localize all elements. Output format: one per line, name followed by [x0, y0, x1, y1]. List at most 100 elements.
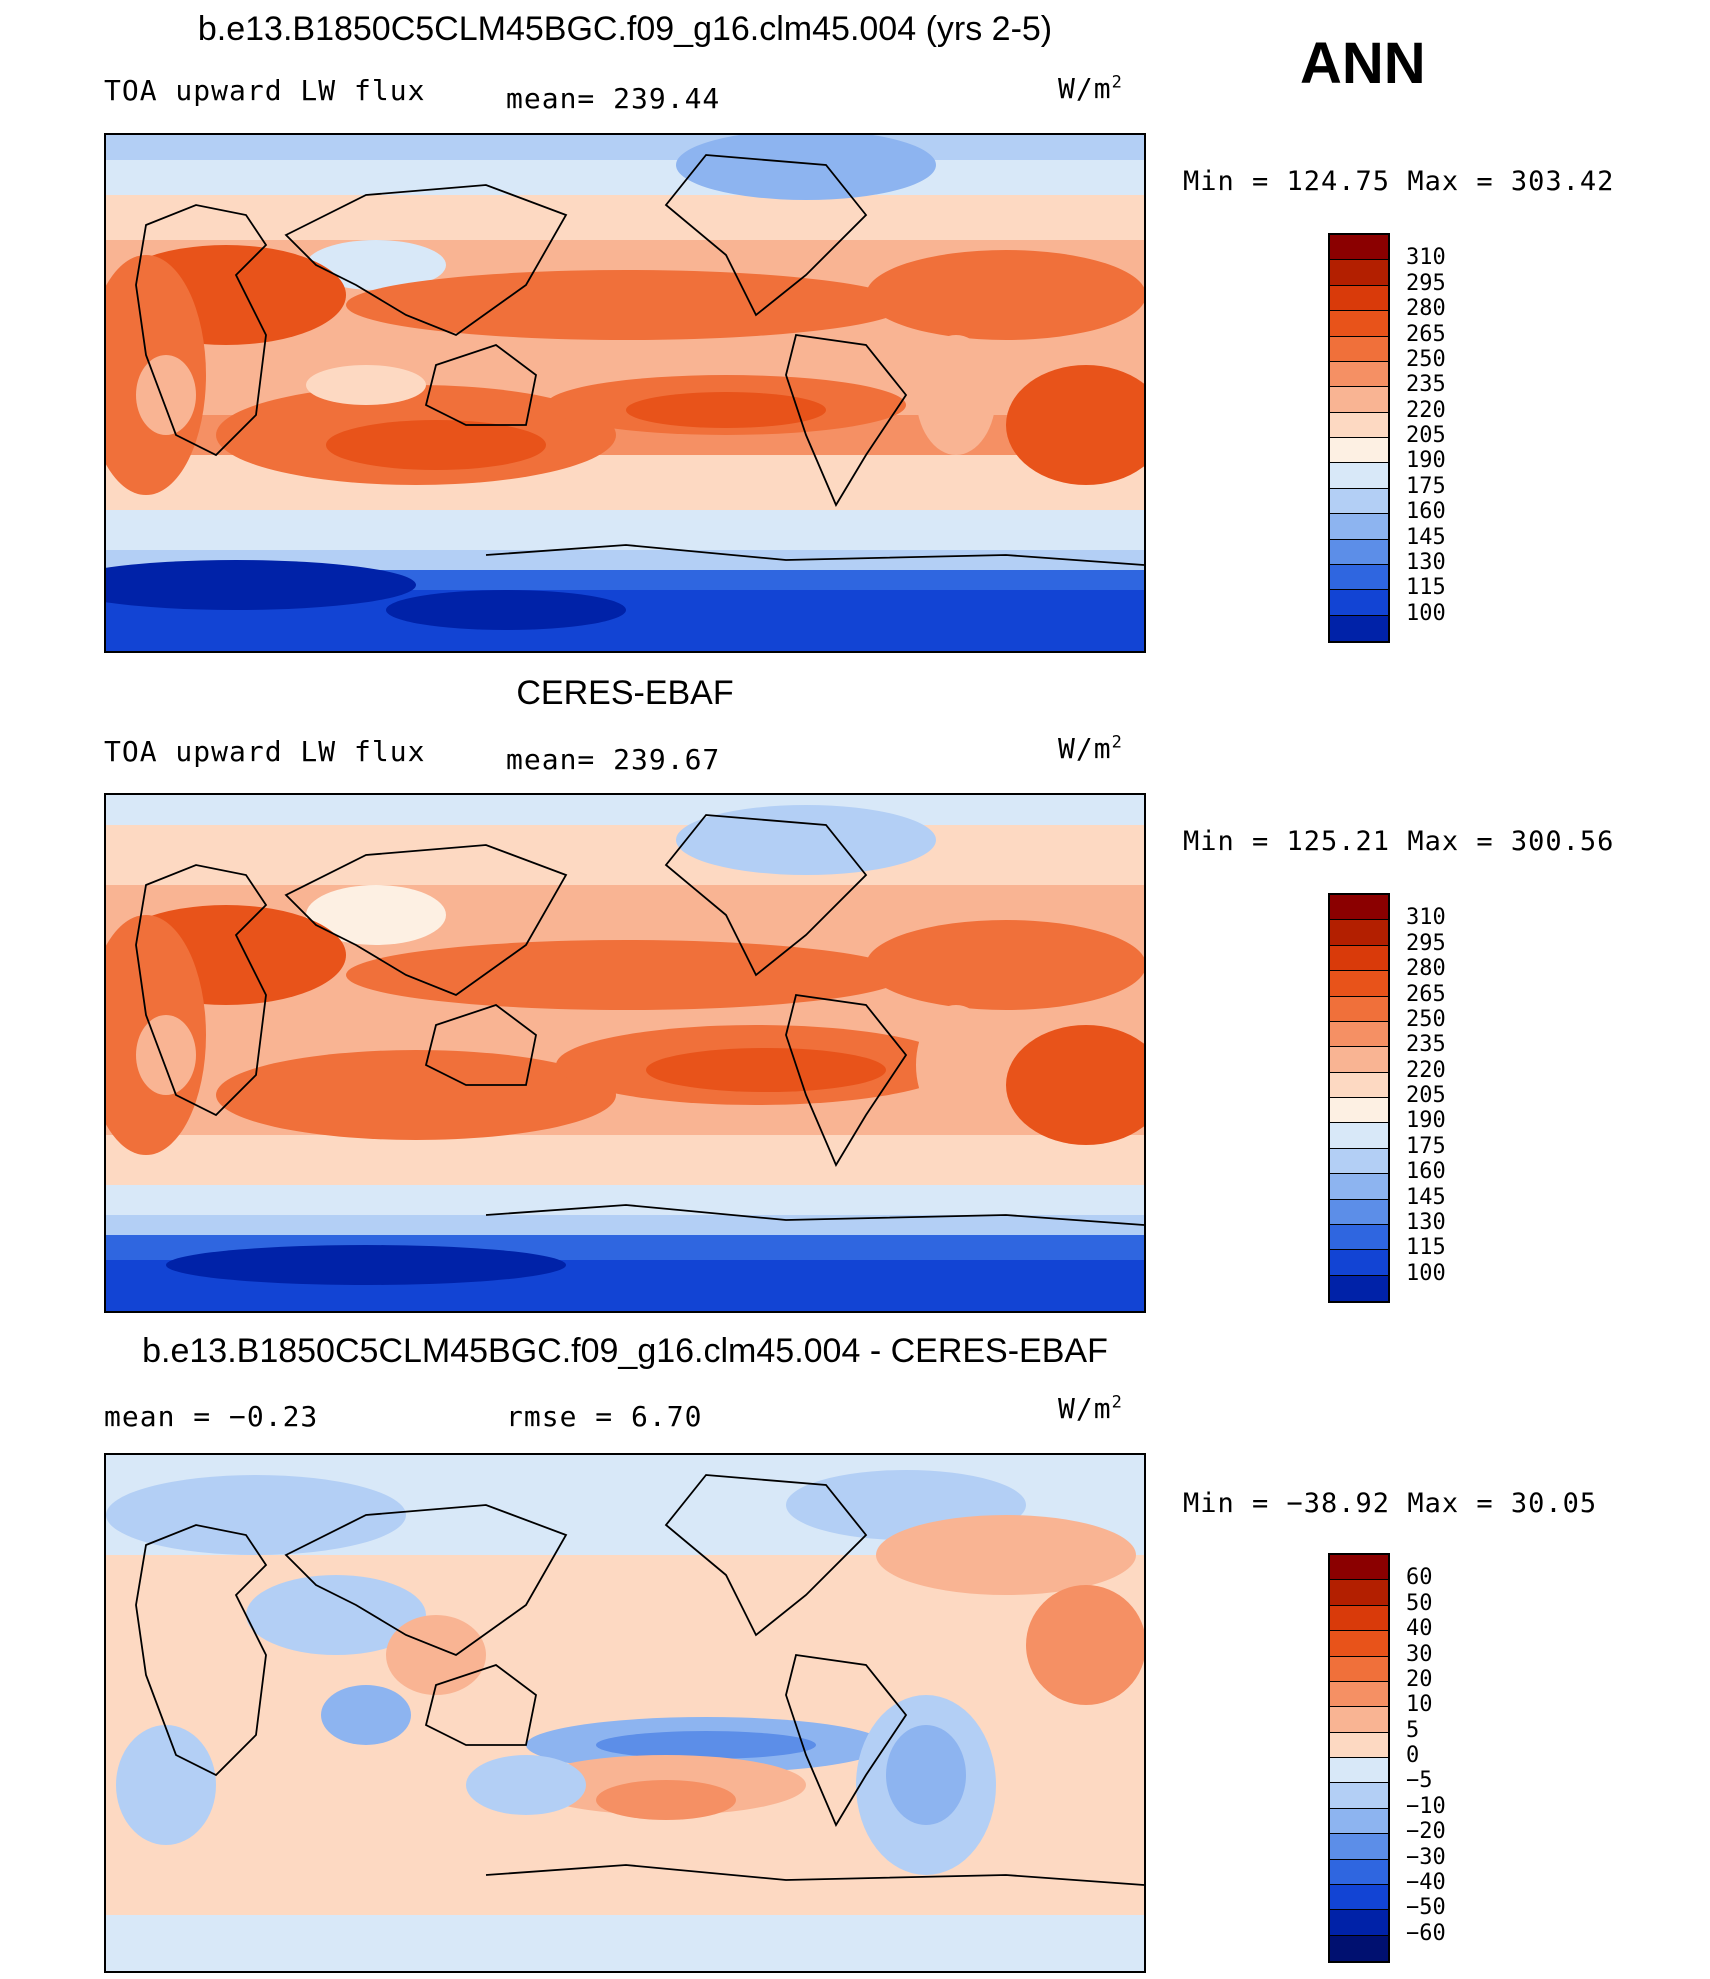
colorbar-box: [1330, 1808, 1388, 1835]
colorbar-tick-label: 280: [1406, 296, 1446, 322]
colorbar-tick-label: 40: [1406, 1616, 1433, 1642]
colorbar-box: [1330, 260, 1388, 286]
panel2-minmax: Min = 125.21 Max = 300.56: [1183, 826, 1615, 857]
panel2-mean: mean= 239.67: [506, 743, 721, 776]
colorbar-box: [1330, 1681, 1388, 1708]
colorbar-tick-label: 250: [1406, 346, 1446, 372]
colorbar-box: [1330, 463, 1388, 489]
colorbar-observation: [1328, 893, 1390, 1303]
colorbar-tick-label: −50: [1406, 1895, 1446, 1921]
colorbar-tick-label: 160: [1406, 499, 1446, 525]
colorbar-tick-label: 100: [1406, 1260, 1446, 1286]
panel3-units: W/m2: [1058, 1392, 1123, 1425]
panel2-units: W/m2: [1058, 732, 1123, 765]
colorbar-tick-label: 205: [1406, 423, 1446, 448]
colorbar-tick-label: 60: [1406, 1565, 1433, 1591]
colorbar-tick-label: 130: [1406, 549, 1446, 575]
colorbar-tick-label: 175: [1406, 473, 1446, 499]
colorbar-box: [1330, 514, 1388, 540]
colorbar-tick-label: 265: [1406, 981, 1446, 1007]
colorbar-tick-label: 280: [1406, 956, 1446, 982]
colorbar-box: [1330, 1072, 1388, 1098]
colorbar-tick-label: 265: [1406, 321, 1446, 347]
colorbar-model: [1328, 233, 1390, 643]
colorbar-box: [1330, 1199, 1388, 1225]
colorbar-box: [1330, 1910, 1388, 1936]
colorbar-box: [1330, 1098, 1388, 1124]
colorbar-box: [1330, 311, 1388, 337]
season-label: ANN: [1300, 31, 1426, 96]
colorbar-box: [1330, 1224, 1388, 1251]
observation-map: [104, 793, 1146, 1313]
colorbar-tick-label: 115: [1406, 575, 1446, 601]
colorbar-box: [1330, 1884, 1388, 1911]
colorbar-tick-label: −40: [1406, 1869, 1446, 1895]
colorbar-box: [1330, 1631, 1388, 1657]
colorbar-tick-label: 50: [1406, 1590, 1433, 1616]
panel2-variable: TOA upward LW flux: [104, 735, 426, 768]
colorbar-tick-label: 310: [1406, 905, 1446, 931]
colorbar-box: [1330, 539, 1388, 565]
colorbar-box: [1330, 971, 1388, 997]
colorbar-tick-label: −30: [1406, 1844, 1446, 1870]
colorbar-tick-label: −10: [1406, 1793, 1446, 1819]
colorbar-tick-label: 100: [1406, 600, 1446, 626]
colorbar-box: [1330, 1275, 1388, 1301]
colorbar-box: [1330, 945, 1388, 972]
colorbar-box: [1330, 590, 1388, 616]
colorbar-tick-label: 20: [1406, 1666, 1433, 1692]
colorbar-box: [1330, 412, 1388, 438]
colorbar-box: [1330, 361, 1388, 388]
colorbar-tick-label: 235: [1406, 372, 1446, 398]
colorbar-box: [1330, 1656, 1388, 1682]
colorbar-box: [1330, 387, 1388, 413]
colorbar-tick-label: 250: [1406, 1006, 1446, 1032]
colorbar-box: [1330, 1605, 1388, 1632]
colorbar-tick-label: 145: [1406, 1184, 1446, 1210]
colorbar-box: [1330, 1047, 1388, 1073]
colorbar-tick-label: 220: [1406, 1057, 1446, 1083]
colorbar-tick-label: 220: [1406, 397, 1446, 423]
panel3-minmax: Min = −38.92 Max = 30.05: [1183, 1488, 1598, 1519]
colorbar-box: [1330, 488, 1388, 515]
colorbar-box: [1330, 1707, 1388, 1733]
colorbar-box: [1330, 1758, 1388, 1784]
colorbar-box: [1330, 1250, 1388, 1276]
colorbar-box: [1330, 895, 1388, 921]
colorbar-box: [1330, 615, 1388, 641]
colorbar-tick-label: 160: [1406, 1159, 1446, 1185]
colorbar-box: [1330, 564, 1388, 591]
colorbar-box: [1330, 1859, 1388, 1885]
colorbar-tick-label: −60: [1406, 1920, 1446, 1946]
colorbar-tick-label: 310: [1406, 245, 1446, 271]
colorbar-box: [1330, 1834, 1388, 1860]
colorbar-tick-label: 175: [1406, 1133, 1446, 1159]
colorbar-box: [1330, 336, 1388, 362]
colorbar-tick-label: 30: [1406, 1641, 1433, 1667]
panel2-title: CERES-EBAF: [516, 674, 734, 712]
colorbar-box: [1330, 1732, 1388, 1758]
colorbar-box: [1330, 996, 1388, 1022]
colorbar-box: [1330, 235, 1388, 261]
colorbar-tick-label: −5: [1406, 1768, 1433, 1794]
colorbar-tick-label: 5: [1406, 1717, 1420, 1743]
colorbar-box: [1330, 1783, 1388, 1809]
colorbar-tick-label: 190: [1406, 448, 1446, 474]
colorbar-box: [1330, 1148, 1388, 1175]
colorbar-tick-label: −20: [1406, 1819, 1446, 1845]
colorbar-box: [1330, 1021, 1388, 1048]
panel3-mean: mean = −0.23: [104, 1400, 319, 1433]
panel1-minmax: Min = 124.75 Max = 303.42: [1183, 166, 1615, 197]
difference-map: [104, 1453, 1146, 1973]
colorbar-tick-label: 10: [1406, 1692, 1433, 1718]
panel1-mean: mean= 239.44: [506, 82, 721, 115]
colorbar-tick-label: 235: [1406, 1032, 1446, 1058]
colorbar-tick-label: 295: [1406, 270, 1446, 296]
colorbar-box: [1330, 1174, 1388, 1200]
colorbar-difference: [1328, 1553, 1390, 1963]
panel3-title: b.e13.B1850C5CLM45BGC.f09_g16.clm45.004 …: [142, 1332, 1108, 1370]
colorbar-box: [1330, 1580, 1388, 1606]
colorbar-tick-label: 205: [1406, 1083, 1446, 1108]
colorbar-box: [1330, 1123, 1388, 1149]
colorbar-tick-label: 190: [1406, 1108, 1446, 1134]
